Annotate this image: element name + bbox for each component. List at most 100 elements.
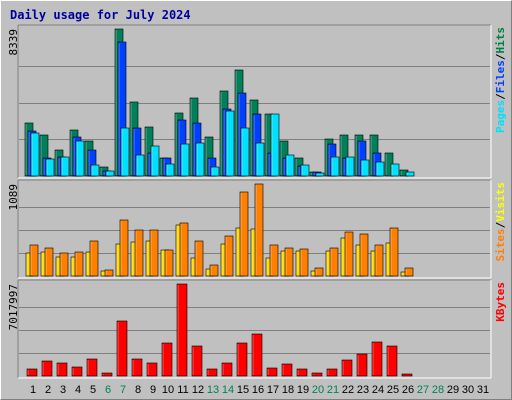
bar-sites-day-20 (314, 267, 324, 277)
day-label-19: 19 (297, 384, 309, 396)
day-label-5: 5 (90, 384, 96, 396)
bar-pages-day-6 (105, 170, 115, 177)
bar-sites-day-19 (299, 248, 309, 277)
bar-sites-day-18 (284, 247, 294, 277)
bar-sites-day-21 (329, 247, 339, 277)
bar-sites-day-7 (119, 219, 129, 277)
bar-kbytes-day-9 (146, 362, 158, 377)
day-label-6: 6 (105, 384, 111, 396)
bar-pages-day-15 (240, 127, 250, 177)
day-label-1: 1 (30, 384, 36, 396)
day-label-21: 21 (327, 384, 339, 396)
bar-kbytes-day-18 (281, 363, 293, 377)
bar-pages-day-12 (195, 142, 205, 177)
panel-legend: KBytes (494, 282, 507, 322)
bar-kbytes-day-23 (356, 353, 368, 377)
bar-pages-day-23 (360, 159, 370, 177)
day-label-8: 8 (135, 384, 141, 396)
bar-sites-day-12 (194, 240, 204, 277)
day-label-3: 3 (60, 384, 66, 396)
day-label-14: 14 (222, 384, 234, 396)
day-label-11: 11 (177, 384, 188, 396)
legend-visits: Visits (494, 182, 507, 222)
bar-kbytes-day-15 (236, 342, 248, 377)
bar-kbytes-day-25 (386, 345, 398, 377)
panel-visits: 1089 Sites/Visits (7, 179, 507, 279)
bar-kbytes-day-2 (41, 360, 53, 377)
bar-pages-day-11 (180, 143, 190, 177)
bar-sites-day-4 (74, 251, 84, 277)
bar-pages-day-9 (150, 145, 160, 177)
bar-kbytes-day-11 (176, 283, 188, 377)
bar-sites-day-5 (89, 240, 99, 277)
day-label-4: 4 (75, 384, 81, 396)
bar-pages-day-19 (300, 164, 310, 177)
bar-sites-day-25 (389, 227, 399, 277)
y-max-label: 8339 (7, 29, 20, 56)
legend-files: Files (494, 60, 507, 93)
bar-sites-day-3 (59, 252, 69, 277)
y-max-label: 1089 (7, 184, 20, 211)
day-label-16: 16 (252, 384, 264, 396)
legend-sites: Sites (494, 228, 507, 261)
bar-sites-day-26 (404, 267, 414, 277)
day-label-28: 28 (432, 384, 444, 396)
day-label-27: 27 (417, 384, 429, 396)
bar-kbytes-day-1 (26, 368, 38, 377)
day-label-24: 24 (372, 384, 384, 396)
bar-kbytes-day-22 (341, 359, 353, 377)
legend-kbytes: KBytes (494, 282, 507, 322)
bar-kbytes-day-16 (251, 333, 263, 377)
bar-kbytes-day-13 (206, 368, 218, 377)
bar-sites-day-14 (224, 235, 234, 277)
bar-pages-day-13 (210, 166, 220, 177)
bar-pages-day-25 (390, 163, 400, 177)
bar-pages-day-21 (330, 156, 340, 177)
day-label-23: 23 (357, 384, 369, 396)
bar-sites-day-16 (254, 183, 264, 277)
bar-sites-day-2 (44, 247, 54, 277)
bar-sites-day-15 (239, 191, 249, 277)
day-label-12: 12 (192, 384, 204, 396)
chart-title: Daily usage for July 2024 (10, 8, 191, 22)
panel-legend: Sites/Visits (494, 182, 507, 262)
day-label-29: 29 (447, 384, 459, 396)
bar-sites-day-11 (179, 222, 189, 277)
bar-sites-day-23 (359, 233, 369, 277)
bar-pages-day-16 (255, 142, 265, 177)
bar-sites-day-1 (29, 244, 39, 277)
bar-kbytes-day-21 (326, 368, 338, 377)
bar-kbytes-day-5 (86, 358, 98, 377)
bar-kbytes-day-19 (296, 368, 308, 377)
day-label-15: 15 (237, 384, 249, 396)
bar-pages-day-22 (345, 156, 355, 177)
day-label-7: 7 (120, 384, 126, 396)
bar-sites-day-9 (149, 229, 159, 277)
panel-hits: 8339 Pages/Files/Hits (7, 24, 507, 179)
legend-pages: Pages (494, 100, 507, 133)
bar-kbytes-day-26 (401, 373, 413, 377)
bar-pages-day-4 (75, 140, 85, 177)
bar-sites-day-22 (344, 231, 354, 277)
legend-separator: / (494, 53, 507, 60)
bar-sites-day-24 (374, 244, 384, 277)
bar-kbytes-day-6 (101, 372, 113, 377)
panel-kbytes: 7017997 KBytes (7, 279, 507, 379)
y-max-label: 7017997 (7, 284, 20, 330)
legend-separator: / (494, 221, 507, 228)
bar-pages-day-3 (60, 156, 70, 177)
bar-kbytes-day-7 (116, 320, 128, 377)
panel-legend: Pages/Files/Hits (494, 27, 507, 133)
bar-kbytes-day-17 (266, 367, 278, 377)
bar-pages-day-20 (315, 172, 325, 177)
day-label-20: 20 (312, 384, 324, 396)
day-label-13: 13 (207, 384, 219, 396)
bar-kbytes-day-3 (56, 362, 68, 377)
bar-sites-day-13 (209, 264, 219, 277)
bar-sites-day-6 (104, 269, 114, 277)
day-label-10: 10 (162, 384, 174, 396)
day-label-17: 17 (267, 384, 279, 396)
bar-pages-day-2 (45, 158, 55, 177)
legend-separator: / (494, 93, 507, 100)
